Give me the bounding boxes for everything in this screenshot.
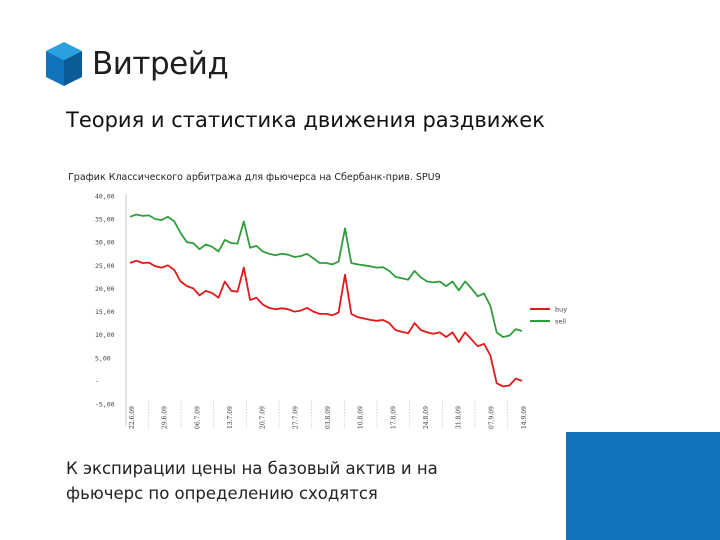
y-tick-label: 5,00 bbox=[95, 354, 111, 362]
y-tick-label: 20,00 bbox=[95, 285, 115, 293]
decorative-corner-block bbox=[566, 432, 720, 540]
y-tick-label: 35,00 bbox=[95, 216, 115, 224]
legend-label-sell: sell bbox=[555, 318, 566, 326]
arbitrage-line-chart: 40,00 35,00 30,00 25,00 20,00 15,00 10,00 5,00 -… bbox=[95, 193, 567, 430]
x-tick-label: 17.8.09 bbox=[390, 406, 397, 429]
x-tick-label: 24.8.09 bbox=[423, 406, 430, 429]
x-tick-label: 06.7.09 bbox=[194, 406, 201, 429]
series-line-buy bbox=[129, 259, 523, 388]
x-tick-label: 22.6.09 bbox=[129, 406, 136, 429]
legend-label-buy: buy bbox=[555, 306, 567, 314]
bottom-caption-line-1: К экспирации цены на базовый актив и на bbox=[66, 459, 438, 478]
series-line-sell bbox=[129, 213, 523, 338]
x-tick-label: 03.8.09 bbox=[325, 406, 332, 429]
y-tick-label: -5,00 bbox=[95, 401, 115, 409]
x-tick-label: 20.7.09 bbox=[260, 406, 267, 429]
x-tick-label: 10.8.09 bbox=[358, 406, 365, 429]
y-tick-label: 30,00 bbox=[95, 239, 115, 247]
y-tick-label: 10,00 bbox=[95, 331, 115, 339]
chart-title: График Классического арбитража для фьюче… bbox=[68, 172, 441, 183]
cube-logo-icon bbox=[46, 42, 82, 86]
y-tick-label: - bbox=[95, 377, 99, 385]
brand-name: Витрейд bbox=[92, 46, 229, 82]
brand-logo: Витрейд bbox=[44, 40, 229, 88]
x-tick-label: 31.8.09 bbox=[456, 406, 463, 429]
y-tick-label: 40,00 bbox=[95, 193, 115, 201]
x-tick-label: 29.6.09 bbox=[162, 406, 169, 429]
x-tick-label: 27.7.09 bbox=[292, 406, 299, 429]
bottom-caption: К экспирации цены на базовый актив и на … bbox=[66, 456, 546, 506]
slide-title: Теория и статистика движения раздвижек bbox=[66, 108, 545, 132]
x-tick-label: 14.9.09 bbox=[521, 406, 528, 429]
x-tick-label: 07.9.09 bbox=[488, 406, 495, 429]
bottom-caption-line-2: фьючерс по определению сходятся bbox=[66, 484, 378, 503]
y-tick-label: 15,00 bbox=[95, 308, 115, 316]
y-tick-label: 25,00 bbox=[95, 262, 115, 270]
x-tick-label: 13.7.09 bbox=[227, 406, 234, 429]
